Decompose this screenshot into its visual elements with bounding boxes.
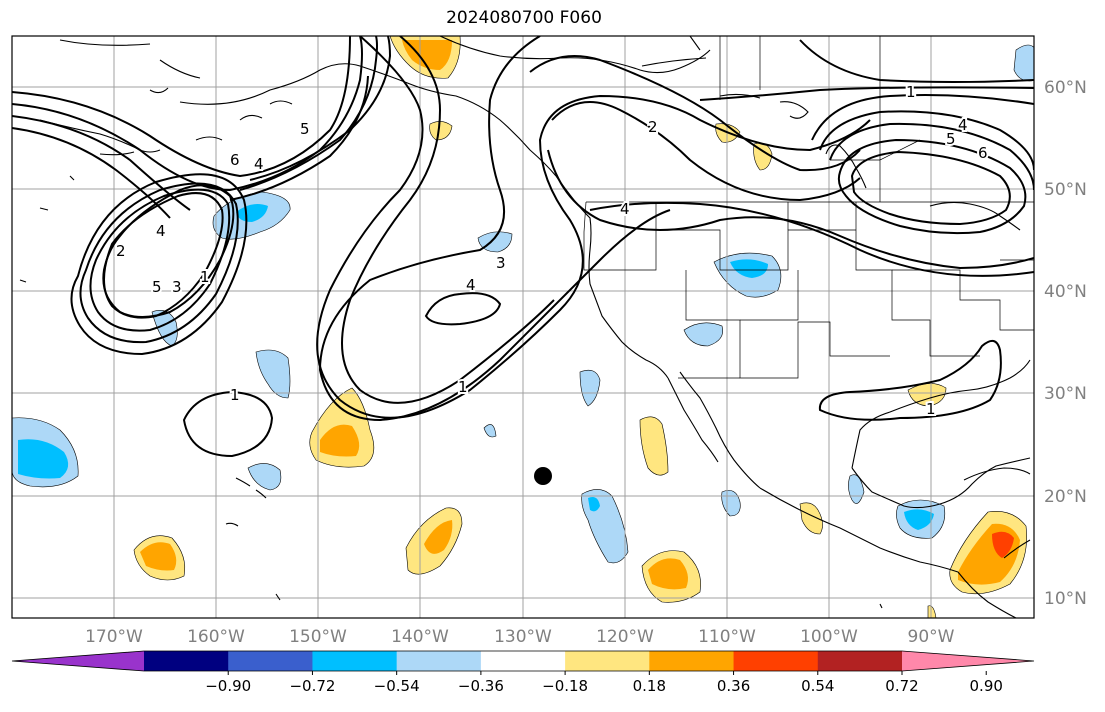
colorbar-tick-label: −0.36 bbox=[458, 677, 504, 695]
contour-label: 1 bbox=[926, 400, 936, 418]
lon-label: 140°W bbox=[391, 627, 449, 647]
lon-label: 110°W bbox=[698, 627, 756, 647]
lat-label: 30°N bbox=[1044, 384, 1087, 404]
contour-label: 4 bbox=[156, 222, 166, 240]
lon-label: 160°W bbox=[187, 627, 245, 647]
contour-labels: 6 4 5 2 4 5 3 1 3 4 1 1 2 4 1 4 5 6 1 bbox=[114, 81, 990, 420]
hawaii-islands bbox=[225, 477, 267, 527]
colorbar-extend-low bbox=[12, 651, 144, 671]
contour-label: 1 bbox=[200, 268, 210, 286]
gulf-coast bbox=[851, 359, 1031, 469]
contour-label: 3 bbox=[172, 278, 182, 296]
colorbar-swatch bbox=[480, 651, 566, 671]
lat-label: 10°N bbox=[1044, 589, 1087, 609]
contour-label: 1 bbox=[906, 83, 916, 101]
contour-label: 4 bbox=[620, 200, 630, 218]
alaska-coast bbox=[59, 39, 557, 177]
colorbar-tick-label: 0.36 bbox=[717, 677, 750, 695]
colorbar-swatch bbox=[144, 651, 229, 671]
colorbar-tick-label: −0.18 bbox=[542, 677, 588, 695]
contour-label: 6 bbox=[978, 144, 988, 162]
contour-label: 5 bbox=[152, 278, 162, 296]
colorbar-swatch bbox=[312, 651, 398, 671]
contour-label: 5 bbox=[300, 120, 310, 138]
map-plot-area: 6 4 5 2 4 5 3 1 3 4 1 1 2 4 1 4 5 6 1 bbox=[12, 36, 1034, 618]
colorbar: −0.90 −0.72 −0.54 −0.36 −0.18 0.18 0.36 0.54 0.7… bbox=[11, 650, 1035, 695]
contour-label: 6 bbox=[230, 151, 240, 169]
colorbar-extend-high bbox=[902, 651, 1034, 671]
colorbar-swatch bbox=[228, 651, 313, 671]
colorbar-tick-label: −0.54 bbox=[374, 677, 420, 695]
colorbar-swatch bbox=[817, 651, 903, 671]
lon-label: 130°W bbox=[494, 627, 552, 647]
longitude-labels: 170°W 160°W 150°W 140°W 130°W 120°W 110°… bbox=[85, 627, 955, 647]
lon-label: 170°W bbox=[85, 627, 143, 647]
height-contours bbox=[12, 36, 1034, 458]
colorbar-swatch bbox=[649, 651, 735, 671]
lat-label: 60°N bbox=[1044, 78, 1087, 98]
contour-label: 1 bbox=[458, 378, 468, 396]
colorbar-swatch bbox=[565, 651, 650, 671]
colorbar-outline bbox=[11, 650, 1035, 672]
contour-label: 2 bbox=[648, 118, 658, 136]
contour-label: 2 bbox=[116, 242, 126, 260]
storm-position-dot bbox=[534, 467, 552, 485]
map-title: 2024080700 F060 bbox=[446, 8, 602, 28]
lon-label: 120°W bbox=[596, 627, 654, 647]
colorbar-tick-label: −0.90 bbox=[205, 677, 251, 695]
lon-label: 150°W bbox=[289, 627, 347, 647]
lon-label: 100°W bbox=[800, 627, 858, 647]
coastlines bbox=[19, 36, 1031, 618]
lat-label: 20°N bbox=[1044, 487, 1087, 507]
baja-coast bbox=[667, 371, 761, 489]
contour-label: 4 bbox=[466, 276, 476, 294]
colorbar-tick-label: 0.54 bbox=[801, 677, 834, 695]
anomaly-shading bbox=[12, 36, 1034, 618]
colorbar-tick-label: 0.90 bbox=[970, 677, 1003, 695]
contour-label: 3 bbox=[496, 254, 506, 272]
lat-label: 50°N bbox=[1044, 180, 1087, 200]
contour-label: 4 bbox=[254, 155, 264, 173]
colorbar-tick-label: −0.72 bbox=[289, 677, 335, 695]
latitude-labels: 60°N 50°N 40°N 30°N 20°N 10°N bbox=[1044, 78, 1087, 609]
central-america-coast bbox=[957, 571, 1017, 618]
contour-label: 5 bbox=[946, 130, 956, 148]
colorbar-tick-label: 0.72 bbox=[885, 677, 918, 695]
lon-label: 90°W bbox=[908, 627, 955, 647]
lat-label: 40°N bbox=[1044, 282, 1087, 302]
colorbar-tick-label: 0.18 bbox=[633, 677, 666, 695]
mexico-coast bbox=[759, 487, 959, 573]
cuba-coast bbox=[963, 467, 1031, 481]
colorbar-swatch bbox=[733, 651, 819, 671]
contour-label: 1 bbox=[230, 386, 240, 404]
contour-label: 4 bbox=[958, 116, 968, 134]
map-frame bbox=[11, 35, 1035, 619]
colorbar-swatch bbox=[396, 651, 482, 671]
